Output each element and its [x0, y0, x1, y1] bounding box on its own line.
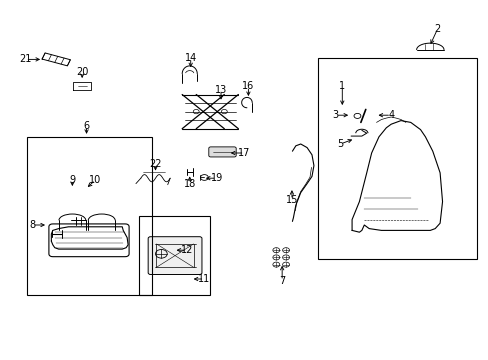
- Text: 17: 17: [238, 148, 250, 158]
- Text: 14: 14: [184, 53, 197, 63]
- Text: 15: 15: [285, 195, 298, 205]
- Text: 21: 21: [19, 54, 32, 64]
- Text: 19: 19: [210, 173, 223, 183]
- Text: 20: 20: [76, 67, 88, 77]
- Text: 13: 13: [214, 85, 227, 95]
- Text: 10: 10: [89, 175, 102, 185]
- Text: 9: 9: [69, 175, 75, 185]
- Text: 11: 11: [198, 274, 210, 284]
- Text: 3: 3: [332, 110, 338, 120]
- Text: 18: 18: [183, 179, 196, 189]
- Text: 16: 16: [242, 81, 254, 91]
- Bar: [317, 58, 476, 259]
- Text: 8: 8: [29, 220, 35, 230]
- Text: 1: 1: [339, 81, 345, 91]
- Text: 2: 2: [434, 24, 440, 34]
- Bar: [139, 216, 210, 295]
- FancyBboxPatch shape: [148, 237, 202, 274]
- Text: 6: 6: [83, 121, 89, 131]
- FancyBboxPatch shape: [208, 147, 236, 157]
- Text: 12: 12: [180, 245, 193, 255]
- Text: 4: 4: [387, 110, 393, 120]
- Text: 22: 22: [149, 159, 162, 169]
- Text: 5: 5: [337, 139, 343, 149]
- Bar: [27, 137, 151, 295]
- Text: 7: 7: [279, 276, 285, 286]
